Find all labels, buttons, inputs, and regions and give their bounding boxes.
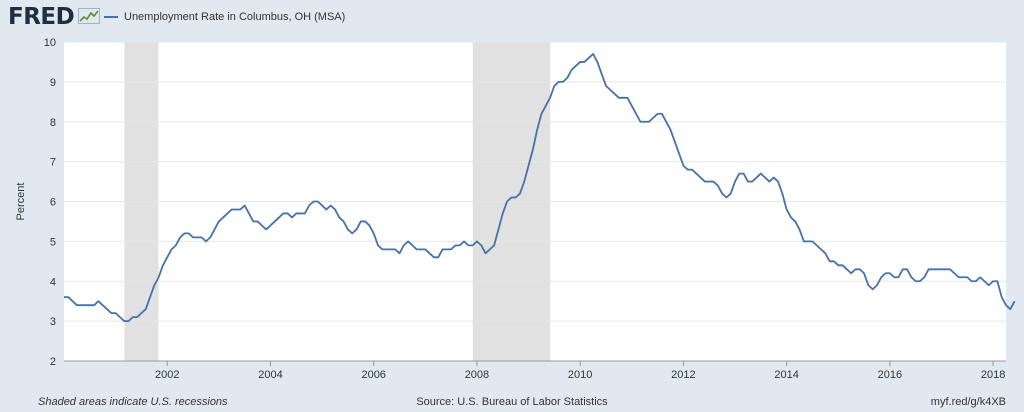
source-text: Source: U.S. Bureau of Labor Statistics (416, 396, 608, 408)
recession-note: Shaded areas indicate U.S. recessions (38, 396, 228, 408)
y-axis: 2 3 4 5 6 7 8 9 10 (44, 37, 56, 368)
x-tick-label: 2010 (568, 369, 592, 381)
y-tick-label: 6 (50, 197, 56, 209)
y-tick-label: 3 (50, 316, 56, 328)
fred-logo[interactable]: FRED (8, 4, 75, 30)
x-tick-label: 2016 (878, 369, 902, 381)
y-tick-label: 7 (50, 157, 56, 169)
y-axis-label: Percent (15, 183, 27, 221)
series-line (64, 53, 1016, 323)
legend: Unemployment Rate in Columbus, OH (MSA) (104, 11, 345, 23)
x-tick-label: 2014 (774, 369, 798, 381)
short-link[interactable]: myf.red/g/k4XB (930, 396, 1006, 408)
y-tick-label: 4 (50, 276, 56, 288)
legend-label: Unemployment Rate in Columbus, OH (MSA) (124, 11, 346, 23)
y-tick-label: 8 (50, 117, 56, 129)
y-tick-label: 10 (44, 37, 56, 49)
trend-chart-icon (78, 8, 100, 24)
x-tick-label: 2008 (465, 369, 489, 381)
x-tick-label: 2018 (981, 369, 1005, 381)
y-tick-label: 2 (50, 356, 56, 368)
x-axis: 2002 2004 2006 2008 2010 2012 2014 2016 2018 (64, 360, 1006, 381)
x-tick-label: 2006 (361, 369, 385, 381)
y-tick-label: 5 (50, 236, 56, 248)
chart-header: FRED Unemployment Rate in Columbus, OH (… (0, 0, 1024, 34)
x-tick-label: 2012 (671, 369, 695, 381)
legend-swatch (104, 16, 118, 18)
x-tick-label: 2002 (155, 369, 179, 381)
y-tick-label: 9 (50, 77, 56, 89)
x-tick-label: 2004 (258, 369, 282, 381)
